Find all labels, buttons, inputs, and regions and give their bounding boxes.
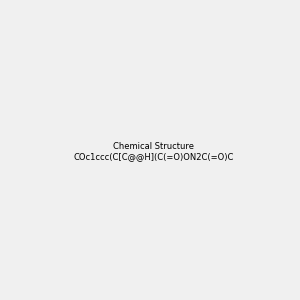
Text: Chemical Structure
COc1ccc(C[C@@H](C(=O)ON2C(=O)C: Chemical Structure COc1ccc(C[C@@H](C(=O)… [74, 142, 234, 161]
